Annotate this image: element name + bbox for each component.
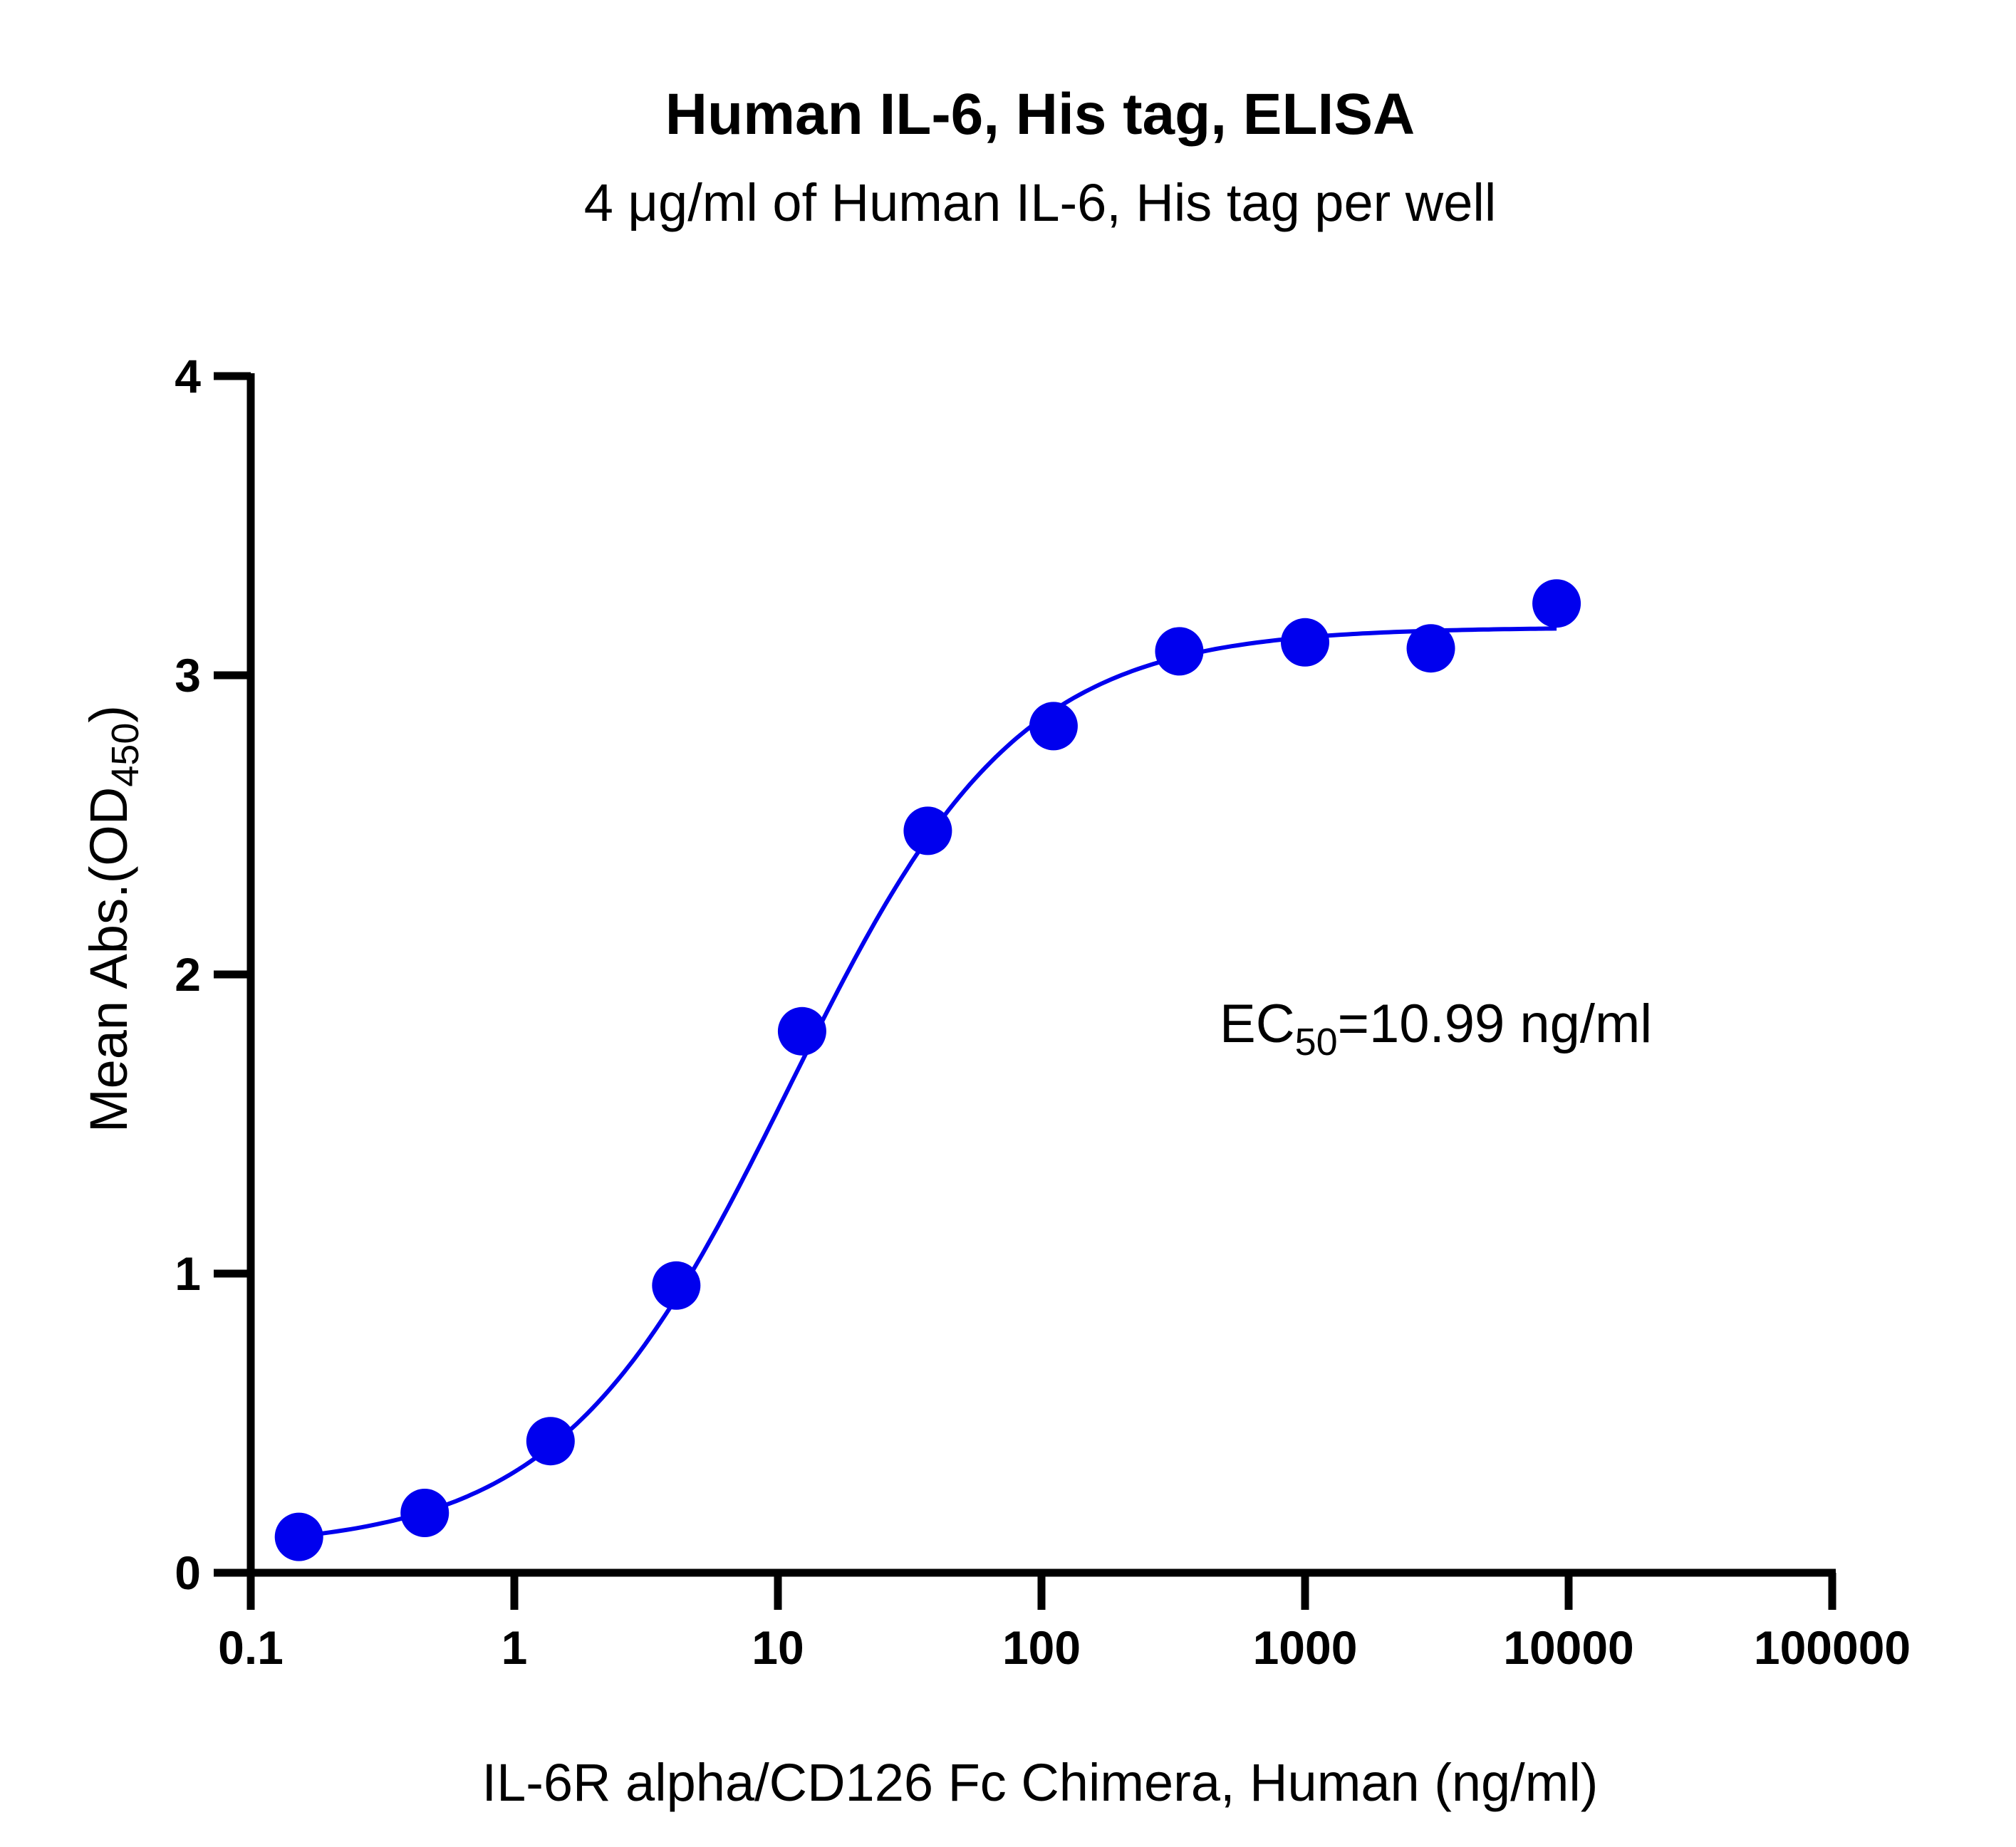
y-tick-label-2: 2: [175, 948, 201, 1001]
y-axis: 0 1 2 3 4: [175, 350, 255, 1599]
x-tick-label-0: 0.1: [218, 1621, 284, 1674]
data-point-1: [400, 1489, 450, 1537]
fit-curve-group: [298, 626, 1557, 1539]
y-tick-label-4: 4: [175, 350, 201, 402]
data-points: [274, 579, 1581, 1561]
x-axis-label: IL-6R alpha/CD126 Fc Chimera, Human (ng/…: [482, 1753, 1599, 1812]
ec50-annotation: EC50=10.99 ng/ml: [1220, 994, 1652, 1063]
x-tick-label-4: 1000: [1253, 1621, 1358, 1674]
data-point-7: [1155, 627, 1204, 676]
x-tick-label-6: 100000: [1754, 1621, 1911, 1674]
x-tick-label-5: 10000: [1503, 1621, 1634, 1674]
chart-subtitle: 4 μg/ml of Human IL-6, His tag per well: [584, 173, 1497, 232]
data-point-6: [1029, 702, 1078, 751]
y-axis-label-end: ): [79, 705, 138, 723]
y-tick-label-1: 1: [175, 1247, 201, 1300]
data-point-2: [526, 1417, 575, 1466]
data-point-5: [903, 806, 952, 855]
chart-title: Human IL-6, His tag, ELISA: [665, 82, 1415, 147]
y-tick-label-0: 0: [175, 1546, 201, 1599]
ec50-annotation-subscript: 50: [1295, 1021, 1338, 1063]
data-point-3: [652, 1261, 701, 1310]
x-tick-label-3: 100: [1002, 1621, 1081, 1674]
fit-curve: [298, 626, 1557, 1539]
y-tick-label-3: 3: [175, 649, 201, 702]
y-axis-label-main: Mean Abs.(OD: [79, 787, 138, 1133]
data-point-4: [777, 1006, 826, 1056]
x-tick-label-1: 1: [502, 1621, 528, 1674]
data-point-9: [1406, 624, 1455, 673]
x-axis: 0.1 1 10 100 1000 10000 100000: [218, 1568, 1911, 1674]
data-point-8: [1281, 618, 1329, 667]
ec50-annotation-main: EC: [1220, 994, 1295, 1054]
data-point-0: [274, 1512, 323, 1561]
y-axis-label: Mean Abs.(OD450): [79, 705, 147, 1133]
data-point-10: [1532, 579, 1581, 628]
x-tick-label-2: 10: [752, 1621, 804, 1674]
ec50-annotation-value: =10.99 ng/ml: [1338, 994, 1653, 1054]
y-axis-label-subscript: 450: [104, 723, 147, 787]
